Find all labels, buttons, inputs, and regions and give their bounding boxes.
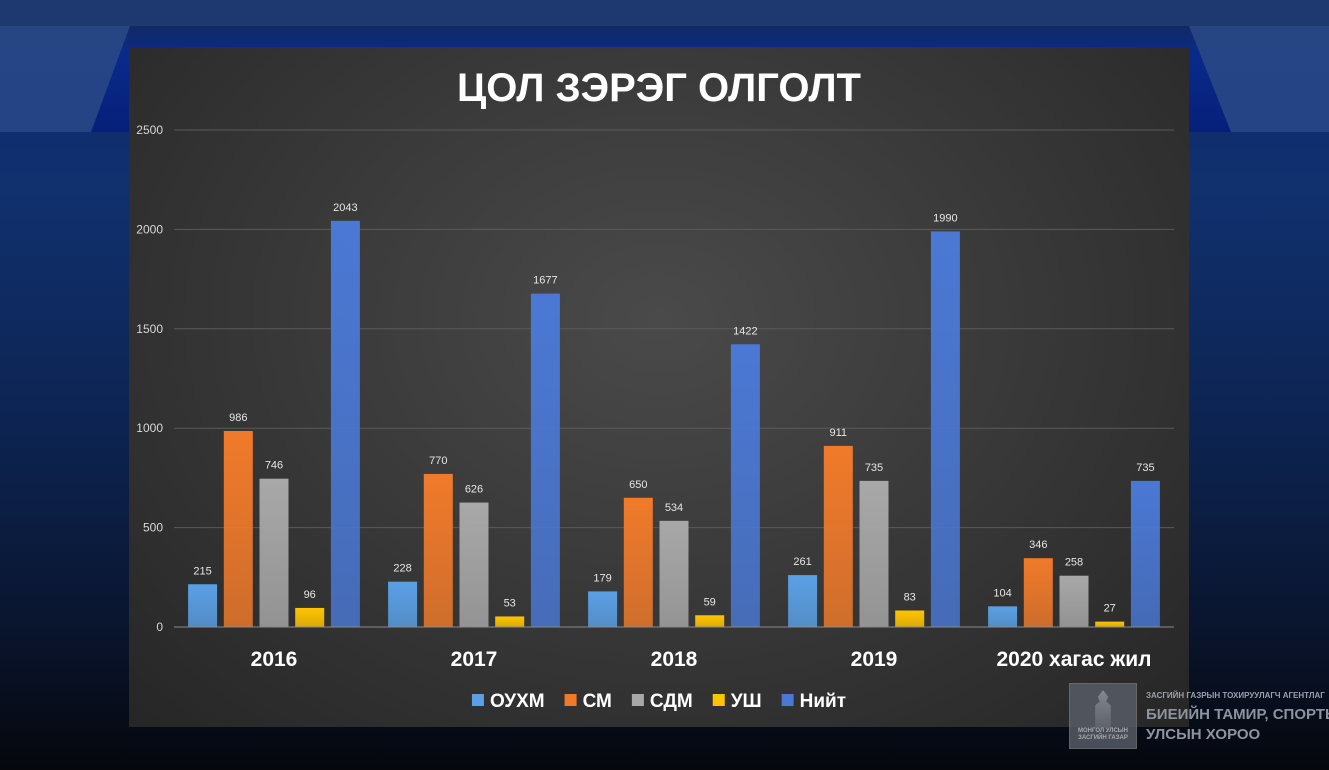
bar-нийт-2020-хагас-жил (1130, 480, 1160, 627)
y-tick-label: 2000 (136, 222, 163, 236)
y-tick-label: 1000 (136, 421, 163, 435)
data-label: 228 (393, 563, 411, 575)
data-label: 2043 (333, 202, 357, 214)
data-label: 1677 (533, 275, 557, 287)
bars (188, 220, 1160, 627)
bar-см-2016 (223, 430, 253, 627)
bar-нийт-2018 (730, 344, 760, 627)
category-label: 2017 (451, 648, 498, 671)
data-label: 986 (229, 412, 247, 424)
chart-title: ЦОЛ ЗЭРЭГ ОЛГОЛТ (457, 66, 861, 110)
data-label: 179 (593, 572, 611, 584)
data-label: 96 (304, 589, 316, 601)
y-tick-label: 500 (143, 521, 163, 535)
bar-нийт-2017 (530, 293, 560, 627)
data-label: 104 (993, 587, 1011, 599)
y-tick-label: 2500 (136, 123, 163, 137)
data-label: 1990 (933, 212, 957, 224)
bar-сдм-2017 (459, 502, 489, 627)
bar-оухм-2016 (188, 584, 218, 627)
y-axis-ticks: 0 500 1000 1500 2000 2500 (136, 123, 163, 634)
data-label: 215 (193, 565, 211, 577)
bar-chart: ЦОЛ ЗЭРЭГ ОЛГОЛТ 0 500 1000 1500 2000 2500 21… (136, 66, 1174, 712)
legend-label-нийт: Нийт (800, 691, 846, 712)
bar-см-2018 (623, 497, 653, 627)
bar-сдм-2016 (259, 478, 289, 627)
legend-swatch-оухм (471, 694, 484, 706)
bar-оухм-2019 (788, 575, 818, 627)
logo-caption-line2: ЗАСГИЙН ГАЗАР (1078, 735, 1128, 741)
data-label: 346 (1029, 539, 1047, 551)
agency-name: БИЕИЙН ТАМИР, СПОРТЫН УЛСЫН ХОРОО (1146, 705, 1329, 745)
data-label: 534 (665, 502, 683, 514)
logo-caption-line1: МОНГОЛ УЛСЫН (1078, 728, 1128, 734)
data-label: 83 (904, 591, 916, 603)
data-label: 626 (465, 484, 483, 496)
legend-label-оухм: ОУХМ (490, 691, 545, 712)
logo-caption: МОНГОЛ УЛСЫН ЗАСГИЙН ГАЗАР (1072, 728, 1134, 742)
category-label: 2016 (251, 648, 298, 671)
data-label: 258 (1065, 557, 1083, 569)
bar-см-2020-хагас-жил (1023, 558, 1053, 627)
agency-name-line2: УЛСЫН ХОРОО (1146, 726, 1261, 743)
data-label: 261 (793, 556, 811, 568)
bar-сдм-2019 (859, 480, 889, 627)
agency-name-line1: БИЕИЙН ТАМИР, СПОРТЫН (1146, 706, 1329, 723)
bar-см-2017 (423, 473, 453, 627)
legend-label-сдм: СДМ (650, 691, 693, 712)
soyombo-emblem-icon (1095, 690, 1111, 728)
data-label: 27 (1104, 603, 1116, 615)
government-logo: МОНГОЛ УЛСЫН ЗАСГИЙН ГАЗАР (1069, 683, 1137, 749)
bar-нийт-2016 (330, 220, 360, 627)
bar-сдм-2020-хагас-жил (1059, 575, 1089, 627)
bar-уш-2016 (295, 607, 325, 627)
legend: ОУХМ СМ СДМ УШ Нийт (471, 691, 846, 712)
gridlines (174, 129, 1174, 529)
category-label: 2019 (851, 648, 898, 671)
category-label: 2020 хагас жил (997, 648, 1152, 671)
data-label: 53 (504, 597, 516, 609)
bar-уш-2019 (895, 610, 925, 627)
bar-оухм-2020-хагас-жил (988, 606, 1018, 627)
y-tick-label: 1500 (136, 322, 163, 336)
legend-swatch-нийт (781, 694, 794, 706)
y-tick-label: 0 (156, 620, 163, 634)
data-label: 735 (865, 462, 883, 474)
agency-subtitle: ЗАСГИЙН ГАЗРЫН ТОХИРУУЛАГЧ АГЕНТЛАГ (1146, 691, 1325, 700)
bar-уш-2017 (495, 616, 525, 627)
category-labels: 2016 2017 2018 2019 2020 хагас жил (251, 648, 1152, 671)
chart-slide: ЦОЛ ЗЭРЭГ ОЛГОЛТ 0 500 1000 1500 2000 2500 21… (129, 47, 1189, 727)
bar-сдм-2018 (659, 520, 689, 627)
legend-label-см: СМ (583, 691, 612, 712)
legend-label-уш: УШ (731, 691, 762, 712)
bar-см-2019 (823, 445, 853, 627)
data-label: 746 (265, 460, 283, 472)
bar-оухм-2018 (588, 591, 618, 627)
legend-swatch-см (564, 694, 577, 706)
background-top-strip (0, 0, 1329, 26)
bar-уш-2020-хагас-жил (1095, 621, 1125, 627)
legend-swatch-уш (712, 694, 725, 706)
data-label: 650 (629, 479, 647, 491)
data-label: 1422 (733, 325, 757, 337)
category-label: 2018 (651, 648, 698, 671)
bar-нийт-2019 (930, 231, 960, 627)
bar-уш-2018 (695, 615, 725, 627)
bar-оухм-2017 (388, 581, 418, 627)
data-label: 770 (429, 455, 447, 467)
data-label: 735 (1136, 462, 1154, 474)
data-label: 911 (830, 427, 848, 439)
legend-swatch-сдм (631, 694, 644, 706)
data-labels: 215 986 746 96 2043 228 770 626 53 1677 179 650 534 5… (193, 202, 1154, 615)
data-label: 59 (704, 596, 716, 608)
